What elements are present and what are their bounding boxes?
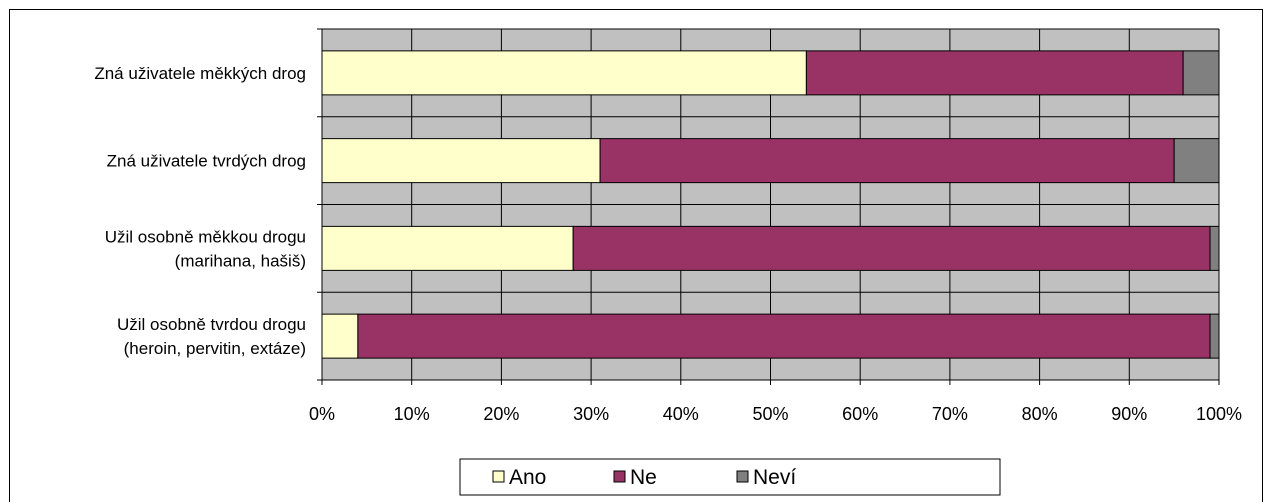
bar-segment [1209, 225, 1220, 271]
bar-segment [572, 225, 1211, 271]
bar-segment [1182, 50, 1220, 96]
x-tick-label: 90% [1111, 404, 1147, 424]
legend-swatch [613, 470, 626, 483]
legend-label: Ano [509, 466, 546, 489]
x-tick-label: 70% [932, 404, 968, 424]
bar-segment [357, 313, 1211, 359]
bar-segment [1209, 313, 1220, 359]
x-tick-label: 0% [309, 404, 335, 424]
bar-segment [1173, 138, 1220, 184]
bar-segment [321, 313, 359, 359]
x-tick-label: 80% [1022, 404, 1058, 424]
x-tick-label: 40% [663, 404, 699, 424]
bar-segment [321, 50, 807, 96]
bar-segment [599, 138, 1175, 184]
legend-swatch [492, 470, 505, 483]
category-label: Zná uživatele měkkých drog [94, 64, 306, 83]
category-label: Zná uživatele tvrdých drog [107, 152, 306, 171]
category-label: Užil osobně tvrdou drogu [117, 315, 306, 334]
legend-label: Neví [753, 466, 796, 489]
category-label: Užil osobně měkkou drogu [105, 227, 306, 246]
legend [459, 458, 1001, 496]
category-label: (marihana, hašiš) [175, 251, 306, 270]
x-tick-label: 20% [483, 404, 519, 424]
x-tick-label: 60% [842, 404, 878, 424]
category-label: (heroin, pervitin, extáze) [124, 339, 306, 358]
x-tick-label: 50% [752, 404, 788, 424]
bar-segment [321, 138, 601, 184]
x-tick-label: 30% [573, 404, 609, 424]
legend-label: Ne [630, 466, 657, 489]
legend-swatch [736, 470, 749, 483]
x-tick-label: 100% [1196, 404, 1242, 424]
bar-segment [321, 225, 574, 271]
x-tick-label: 10% [394, 404, 430, 424]
bar-segment [805, 50, 1184, 96]
